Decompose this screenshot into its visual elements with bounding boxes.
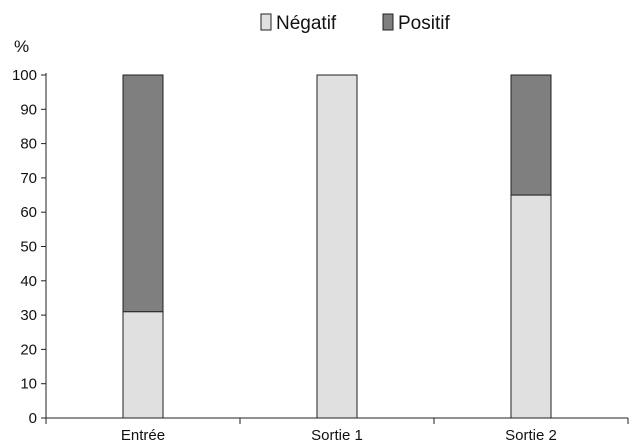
y-tick-label: 30	[20, 307, 37, 324]
y-tick-label: 40	[20, 273, 37, 290]
bar-segment-positif	[510, 74, 552, 196]
legend-swatch	[382, 13, 394, 31]
legend-label: Positif	[398, 13, 450, 34]
x-tick-label: Sortie 2	[505, 427, 557, 444]
y-tick-label: 90	[20, 101, 37, 118]
legend-swatch	[260, 13, 272, 31]
x-tick-label: Entrée	[121, 427, 165, 444]
y-tick-label: 0	[29, 410, 37, 427]
legend: Négatif Positif	[260, 13, 450, 34]
legend-label: Négatif	[276, 13, 337, 34]
y-axis-unit-label: %	[14, 37, 29, 56]
y-tick-label: 80	[20, 136, 37, 153]
x-tick-label: Sortie 1	[311, 427, 363, 444]
y-tick-label: 10	[20, 376, 37, 393]
y-tick-label: 50	[20, 239, 37, 256]
y-tick-label: 60	[20, 204, 37, 221]
bars	[122, 74, 552, 419]
y-axis: 0 10 20 30 40 50 60 70 80 90 100	[12, 67, 47, 427]
bar-segment-positif	[122, 74, 164, 313]
bar-segment-negatif	[510, 194, 552, 419]
x-axis: Entrée Sortie 1 Sortie 2	[45, 417, 629, 444]
bar-segment-negatif	[122, 311, 164, 419]
y-tick-label: 100	[12, 67, 37, 84]
y-tick-label: 70	[20, 170, 37, 187]
y-tick-label: 20	[20, 341, 37, 358]
bar-segment-negatif	[316, 74, 358, 419]
